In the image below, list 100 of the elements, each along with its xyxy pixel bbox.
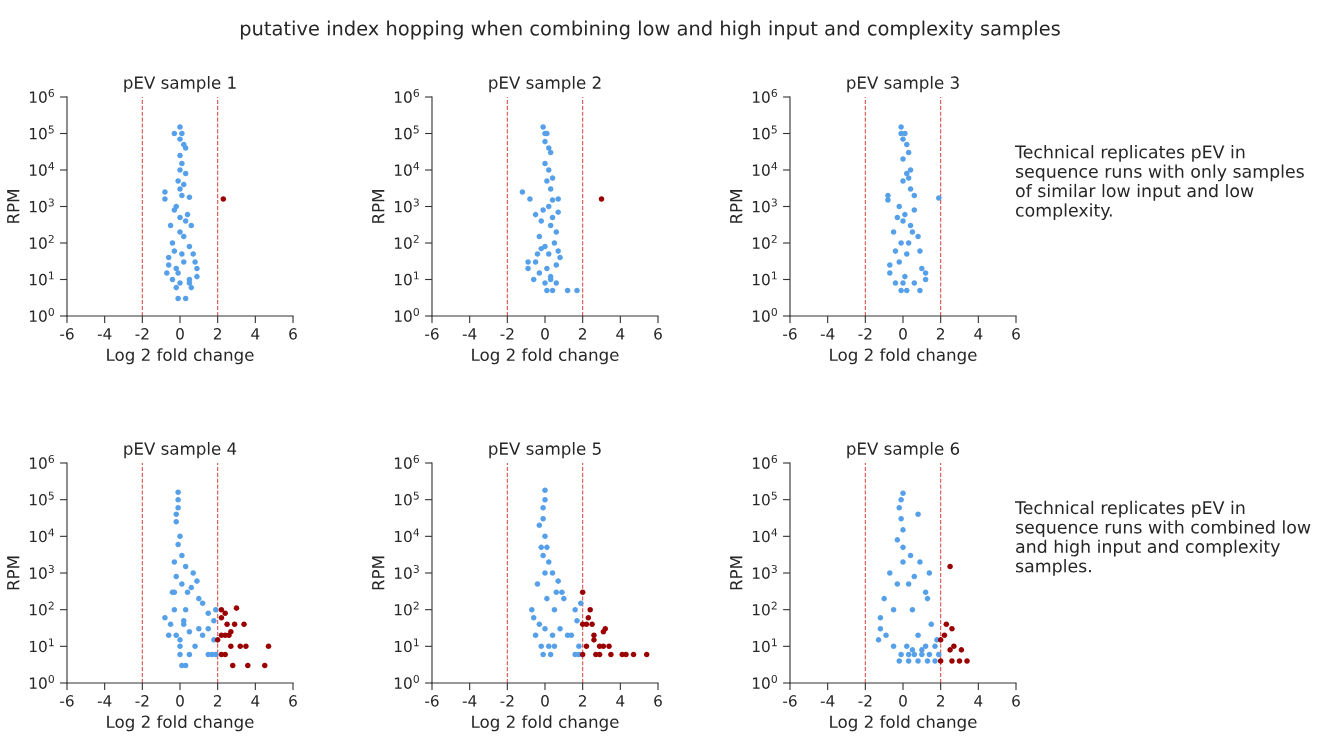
- x-tick-label: -2: [858, 328, 872, 340]
- y-axis-title: RPM: [372, 190, 385, 223]
- y-tick-label: 10$^{1}$: [394, 638, 419, 653]
- y-axis-title: RPM: [7, 190, 20, 223]
- y-tick-label: 10$^{0}$: [29, 307, 54, 322]
- y-tick-label: 10$^{1}$: [29, 638, 54, 653]
- x-tick-label: -2: [500, 695, 514, 707]
- x-tick-label: 0: [899, 695, 907, 707]
- x-tick-label: -6: [425, 328, 439, 340]
- y-tick-label: 10$^{5}$: [29, 125, 54, 140]
- y-tick-label: 10$^{0}$: [394, 307, 419, 322]
- y-axis-title: RPM: [372, 556, 385, 590]
- x-tick-label: 6: [1012, 695, 1020, 707]
- chart-title: pEV sample 2: [489, 76, 601, 93]
- y-axis-title: RPM: [7, 556, 20, 590]
- y-tick-label: 10$^{2}$: [29, 234, 54, 249]
- x-tick-label: -2: [135, 695, 149, 707]
- chart-title: pEV sample 4: [124, 442, 237, 459]
- x-tick-label: 2: [936, 695, 944, 707]
- x-tick-label: 4: [616, 328, 625, 340]
- x-tick-label: 2: [578, 328, 586, 340]
- annotation: Technical replicates pEV in sequence runs with only samples of similar low input and low complexity.: [1015, 145, 1304, 221]
- y-tick-label: 10$^{6}$: [394, 88, 420, 103]
- y-tick-label: 10$^{3}$: [752, 198, 777, 213]
- x-tick-label: 0: [899, 328, 907, 340]
- y-tick-label: 10$^{4}$: [752, 162, 778, 176]
- x-tick-label: 4: [974, 695, 983, 707]
- x-tick-label: 0: [176, 328, 184, 340]
- x-axis-title: Log 2 fold change: [472, 348, 619, 365]
- y-tick-label: 10$^{0}$: [752, 674, 777, 689]
- x-tick-label: 2: [213, 695, 221, 707]
- y-tick-label: 10$^{5}$: [752, 125, 777, 140]
- x-tick-label: 2: [936, 328, 944, 340]
- y-tick-label: 10$^{0}$: [752, 307, 777, 322]
- x-axis-title: Log 2 fold change: [107, 715, 254, 732]
- y-tick-label: 10$^{3}$: [394, 198, 419, 213]
- y-tick-label: 10$^{6}$: [29, 454, 55, 469]
- y-tick-label: 10$^{0}$: [29, 674, 54, 689]
- x-tick-label: -6: [60, 695, 74, 707]
- y-tick-label: 10$^{6}$: [29, 88, 55, 103]
- x-tick-label: -2: [858, 695, 872, 707]
- y-tick-label: 10$^{1}$: [752, 638, 777, 653]
- y-tick-label: 10$^{4}$: [394, 162, 420, 176]
- y-tick-label: 10$^{4}$: [394, 528, 420, 543]
- x-tick-label: -6: [425, 695, 439, 707]
- y-tick-label: 10$^{1}$: [752, 271, 777, 286]
- y-tick-label: 10$^{6}$: [752, 88, 778, 103]
- x-tick-label: 6: [654, 695, 662, 707]
- y-tick-label: 10$^{4}$: [752, 528, 778, 543]
- chart-title: pEV sample 5: [489, 442, 601, 459]
- text: putative index hopping when combining low and high input and complexity samples: [240, 20, 1060, 40]
- x-axis-title: Log 2 fold change: [830, 715, 977, 732]
- x-axis-title: Log 2 fold change: [830, 348, 977, 365]
- y-tick-label: 10$^{5}$: [29, 491, 54, 506]
- x-tick-label: -4: [462, 695, 477, 707]
- x-axis-title: Log 2 fold change: [472, 715, 619, 732]
- y-tick-label: 10$^{4}$: [29, 528, 55, 543]
- chart-title: pEV sample 1: [124, 76, 236, 93]
- x-tick-label: -4: [820, 695, 835, 707]
- y-tick-label: 10$^{5}$: [394, 125, 419, 140]
- x-tick-label: 2: [578, 695, 586, 707]
- y-tick-label: 10$^{3}$: [394, 564, 419, 579]
- x-tick-label: -4: [97, 695, 112, 707]
- x-axis-title: Log 2 fold change: [107, 348, 254, 365]
- y-tick-label: 10$^{5}$: [752, 491, 777, 506]
- annotation: Technical replicates pEV in sequence runs with combined low and high input and complexity samples.: [1015, 500, 1311, 576]
- y-tick-label: 10$^{4}$: [29, 162, 55, 176]
- y-tick-label: 10$^{6}$: [752, 454, 778, 469]
- y-tick-label: 10$^{0}$: [394, 674, 419, 689]
- y-tick-label: 10$^{2}$: [752, 601, 777, 616]
- x-tick-label: 4: [974, 328, 983, 340]
- x-tick-label: -4: [97, 328, 112, 340]
- x-tick-label: 6: [289, 328, 297, 340]
- chart-title: pEV sample 3: [847, 76, 959, 93]
- y-tick-label: 10$^{1}$: [29, 271, 54, 286]
- y-axis-title: RPM: [730, 556, 743, 590]
- x-tick-label: -6: [783, 328, 797, 340]
- y-tick-label: 10$^{3}$: [752, 564, 777, 579]
- x-tick-label: 6: [289, 695, 297, 707]
- x-tick-label: 6: [654, 328, 662, 340]
- y-tick-label: 10$^{2}$: [394, 234, 419, 249]
- x-tick-label: -4: [820, 328, 835, 340]
- x-tick-label: 4: [251, 695, 260, 707]
- x-tick-label: 2: [213, 328, 221, 340]
- x-tick-label: 4: [251, 328, 260, 340]
- x-tick-label: -2: [135, 328, 149, 340]
- x-tick-label: 4: [616, 695, 625, 707]
- y-tick-label: 10$^{3}$: [29, 198, 54, 213]
- y-tick-label: 10$^{3}$: [29, 564, 54, 579]
- y-axis-title: RPM: [730, 190, 743, 223]
- x-tick-label: -2: [500, 328, 514, 340]
- y-tick-label: 10$^{2}$: [752, 234, 777, 249]
- x-tick-label: 0: [541, 695, 549, 707]
- x-tick-label: -6: [60, 328, 74, 340]
- x-tick-label: 0: [541, 328, 549, 340]
- x-tick-label: -4: [462, 328, 477, 340]
- chart-title: pEV sample 6: [847, 442, 960, 459]
- y-tick-label: 10$^{1}$: [394, 271, 419, 286]
- y-tick-label: 10$^{2}$: [29, 601, 54, 616]
- y-tick-label: 10$^{6}$: [394, 454, 420, 469]
